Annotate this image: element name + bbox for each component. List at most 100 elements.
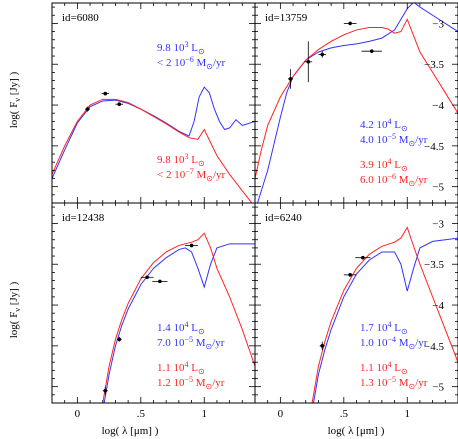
annotation-part: ⊙ [401,164,408,173]
annotation-part: ⊙ [409,382,416,391]
annotation-part: M [194,169,207,181]
annotation-part: 3 [185,152,189,161]
panel-id-label: id=6240 [265,212,302,224]
annotation-part: L [392,159,402,171]
annotation-part: L [189,322,199,334]
panel-id-label: id=6080 [62,12,99,24]
data-point [348,21,352,26]
annotation-part: 4 [388,117,392,126]
y-tick-label: −5 [432,182,444,194]
plot-area [311,226,458,403]
x-tick-label: 1 [202,408,208,420]
annotation-part: /yr [212,377,225,389]
annotation-part: /yr [415,134,428,146]
y-axis-label-bottom-main: log( F [8,312,20,339]
x-tick-label: .5 [340,408,349,420]
annotation-part: /yr [415,377,428,389]
data-point [103,388,108,393]
annotation-part: 1.0 10 [360,337,388,349]
y-tick-label: −4.5 [424,341,444,353]
y-tick-label: −3.5 [424,259,444,271]
annotation-part: ⊙ [409,179,416,188]
annotation-part: M [193,377,206,389]
data-point [117,337,122,342]
y-axis-label-bottom: log( Fν [Jy] ) [8,281,22,338]
series-blue-line [257,3,458,203]
annotation-part: 4 [388,157,392,166]
annotation-part: −7 [185,167,194,176]
annotation-part: −4 [388,335,397,344]
annotation-part: ⊙ [206,342,213,351]
annotation-part: 3 [185,40,189,49]
y-tick-label: −3 [432,18,444,30]
annotation-part: /yr [415,337,428,349]
annotation-red: < 2 10−7 M⊙/yr [157,167,226,183]
annotation-part: 4 [185,360,189,369]
annotation-part: 1.7 10 [360,322,388,334]
annotation-blue: 1.4 104 L⊙ [157,320,205,336]
annotation-part: −5 [388,132,397,141]
annotation-part: −6 [388,172,397,181]
annotation-part: 4.0 10 [360,134,388,146]
y-axis-label-top: log( Fν [Jy] ) [8,71,22,128]
annotation-part: ⊙ [409,342,416,351]
annotation-part: M [193,337,206,349]
data-point [103,91,108,96]
annotation-part: 1.1 10 [157,362,185,374]
annotation-part: 1.1 10 [360,362,388,374]
panel-ticks [254,3,458,204]
x-tick-label: 0 [278,408,284,420]
annotation-part: 3.9 10 [360,159,388,171]
annotation-part: ⊙ [198,367,205,376]
x-tick-label: .5 [137,408,146,420]
data-point [320,52,325,57]
annotation-part: 4 [388,320,392,329]
annotation-part: −5 [185,375,194,384]
annotation-part: 9.8 10 [157,42,185,54]
annotation-part: 1.3 10 [360,377,388,389]
annotation-part: L [189,42,199,54]
annotation-part: 9.8 10 [157,154,185,166]
series-blue-line [52,86,255,179]
data-point [145,275,149,280]
x-axis-label-left: log( λ [μm] ) [102,425,159,437]
y-tick-label: −4 [432,300,444,312]
series-red-line [255,18,458,179]
annotation-part: 1.2 10 [157,377,185,389]
annotation-part: 6.0 10 [360,174,388,186]
data-point [288,77,293,81]
annotation-part: ⊙ [206,62,213,71]
y-axis-label-bottom-tail: [Jy] ) [8,281,20,308]
annotation-part: L [189,154,199,166]
annotation-part: ⊙ [401,367,408,376]
annotation-part: /yr [212,337,225,349]
panel-frame [254,202,458,404]
annotation-blue: 1.7 104 L⊙ [360,320,408,336]
data-point [320,344,325,348]
annotation-part: L [392,322,402,334]
annotation-red: 1.1 104 L⊙ [360,360,408,376]
annotation-part: 7.0 10 [157,337,185,349]
data-point [348,273,352,277]
annotation-blue: 4.0 10−5 M⊙/yr [360,132,428,148]
annotation-part: −5 [185,335,194,344]
y-axis-label-top-sub: ν [13,98,22,102]
svg-text:log( Fν [Jy] ): log( Fν [Jy] ) [8,281,22,338]
data-point [306,59,311,64]
annotation-part: M [396,337,409,349]
annotation-part: /yr [213,57,226,69]
annotation-blue: 7.0 10−5 M⊙/yr [157,335,225,351]
plot-area [102,232,255,403]
x-tick-label: 0 [75,408,81,420]
annotation-part: ⊙ [401,124,408,133]
annotation-red: 9.8 103 L⊙ [157,152,205,168]
annotation-part: 1.4 10 [157,322,185,334]
annotation-blue: 4.2 104 L⊙ [360,117,408,133]
annotation-blue: 9.8 103 L⊙ [157,40,205,56]
data-point [85,107,90,111]
